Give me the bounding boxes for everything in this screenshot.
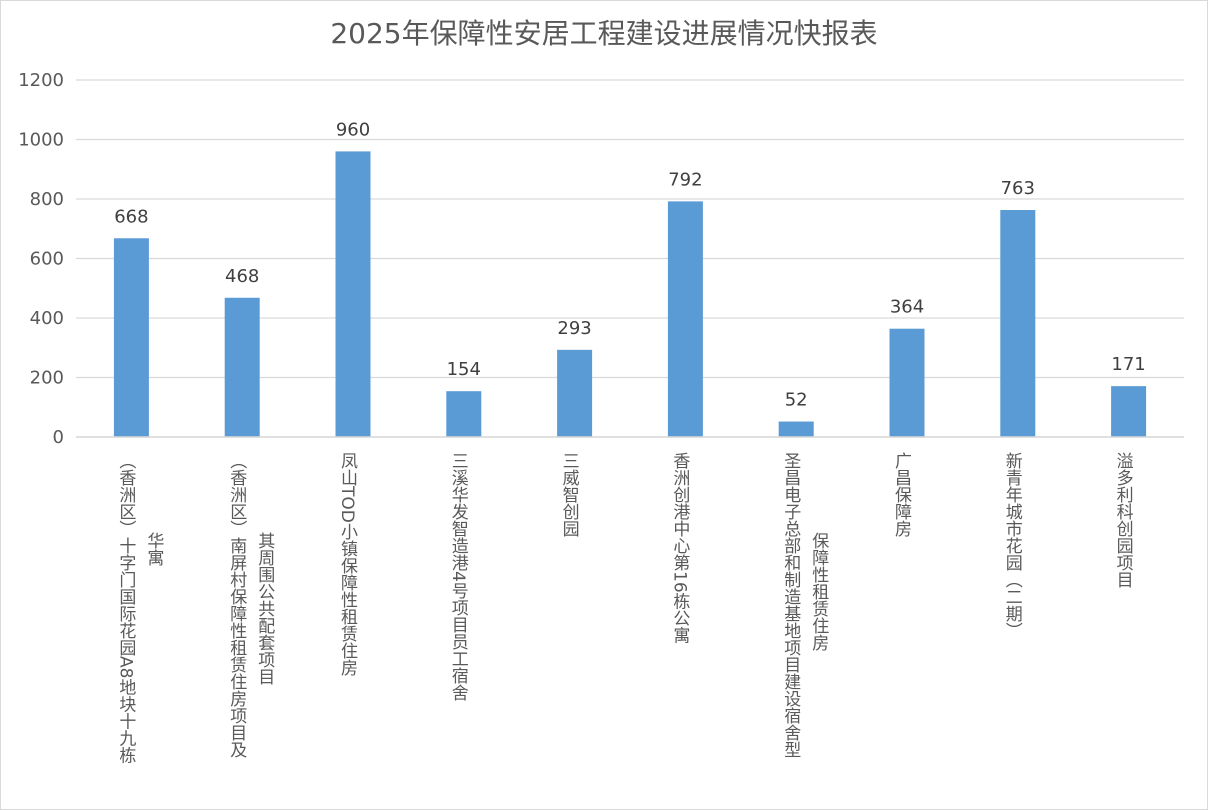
x-category-line: 广昌保障房	[891, 452, 912, 538]
data-label: 960	[336, 119, 370, 140]
y-tick-label: 800	[30, 189, 64, 210]
x-category-label: 圣昌电子总部和制造基地项目建设宿舍型 保障性租赁住房	[780, 452, 829, 758]
data-label: 468	[225, 266, 259, 287]
data-label: 52	[785, 390, 808, 411]
y-tick-label: 400	[30, 308, 64, 329]
x-category-label: 三威智创园	[559, 452, 580, 537]
x-category-label: （香洲区）南屏村保障性租赁住房项目及 其周围公共配套项目	[226, 452, 275, 758]
data-label: 171	[1111, 354, 1145, 375]
bar	[446, 391, 482, 437]
y-axis: 0 200 400 600 800 1000 1200	[18, 70, 64, 448]
bar	[557, 349, 593, 437]
y-tick-label: 0	[53, 427, 64, 448]
x-category-line: 凤山TOD小镇保障性租赁住房	[337, 452, 358, 677]
data-label: 668	[114, 206, 148, 227]
x-category-line: 保障性租赁住房	[808, 532, 829, 652]
data-label: 364	[890, 297, 924, 318]
x-category-line: 其周围公共配套项目	[254, 532, 275, 685]
chart-title: 2025年保障性安居工程建设进展情况快报表	[330, 17, 877, 50]
x-category-label: 新青年城市花园（二期）	[1002, 452, 1023, 639]
x-axis: （香洲区）十字门国际花园A8地块十九栋 华寓 （香洲区）南屏村保障性租赁住房项目及其…	[76, 436, 1184, 764]
bar	[1111, 386, 1147, 437]
y-tick-label: 600	[30, 249, 64, 270]
bar	[778, 421, 814, 437]
bar	[224, 297, 260, 437]
data-label: 763	[1001, 178, 1035, 199]
y-tick-label: 1000	[18, 130, 64, 151]
bar	[889, 328, 925, 437]
x-category-line: 三威智创园	[559, 452, 580, 537]
x-category-line: 新青年城市花园（二期）	[1002, 452, 1023, 639]
x-category-label: 香洲创港中心第16栋公寓	[669, 452, 690, 644]
bar	[1000, 210, 1036, 437]
data-label: 792	[668, 169, 702, 190]
x-category-line: （香洲区）十字门国际花园A8地块十九栋	[115, 452, 135, 764]
x-category-label: 凤山TOD小镇保障性租赁住房	[337, 452, 358, 677]
bar	[335, 151, 371, 437]
x-category-line: 圣昌电子总部和制造基地项目建设宿舍型	[780, 452, 801, 758]
bar	[113, 238, 149, 437]
bar	[667, 201, 703, 437]
bars	[113, 151, 1147, 437]
x-category-line: 溢多利科创园项目	[1113, 452, 1134, 588]
x-category-label: 溢多利科创园项目	[1113, 452, 1134, 588]
data-labels: 668 468 960 154 293 792 52 364 763 171	[114, 119, 1146, 410]
data-label: 154	[447, 359, 481, 380]
data-label: 293	[557, 318, 591, 339]
x-category-line: （香洲区）南屏村保障性租赁住房项目及	[226, 452, 247, 758]
x-category-label: 三溪华发智造港4号项目员工宿舍	[448, 452, 469, 701]
x-category-line: 华寓	[143, 532, 164, 566]
x-category-line: 香洲创港中心第16栋公寓	[669, 452, 690, 644]
x-category-line: 三溪华发智造港4号项目员工宿舍	[448, 452, 469, 701]
y-tick-label: 200	[30, 368, 64, 389]
x-category-label: 广昌保障房	[891, 452, 912, 538]
y-tick-label: 1200	[18, 70, 64, 91]
x-category-label: （香洲区）十字门国际花园A8地块十九栋 华寓	[115, 452, 163, 764]
